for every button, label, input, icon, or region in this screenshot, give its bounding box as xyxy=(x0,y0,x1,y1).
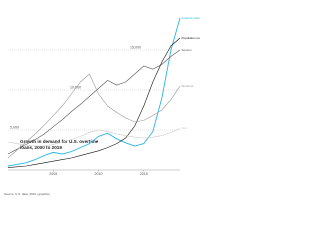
series-label: Federal student loans xyxy=(182,16,201,20)
x-tick-label: 2005 xyxy=(49,172,57,176)
y-tick-label: 10,000 xyxy=(70,85,81,89)
series-label: Sick xyxy=(182,126,188,130)
series-label: Population overall xyxy=(182,36,201,40)
y-tick-label: 5,000 xyxy=(10,125,19,129)
series-label: Seniors xyxy=(182,48,193,52)
chart-subtitle: loans, 2000 to 2019 xyxy=(20,145,62,150)
source: Source: U.S. data, 2019 | graphics xyxy=(4,192,50,196)
series-line xyxy=(7,17,181,167)
series-label: Students xyxy=(182,84,194,88)
chart-title: Growth in demand for U.S. overtime xyxy=(20,139,99,144)
x-tick-label: 2010 xyxy=(95,172,103,176)
x-tick-label: 2015 xyxy=(140,172,148,176)
series-line xyxy=(7,37,181,168)
y-tick-label: 15,000 xyxy=(130,45,141,49)
chart: Growth in demand for U.S. overtime loans… xyxy=(4,16,201,196)
series-line xyxy=(7,49,181,155)
series-line xyxy=(7,128,181,147)
series-line xyxy=(7,73,181,159)
